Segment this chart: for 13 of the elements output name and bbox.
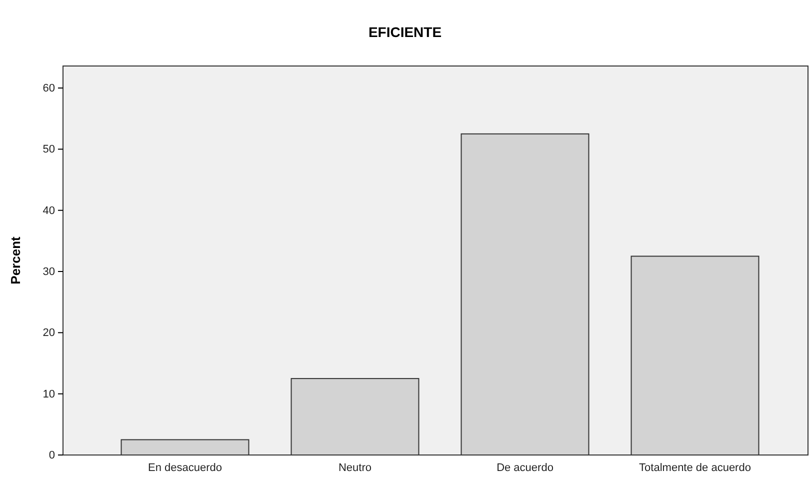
y-tick-label: 0 (48, 450, 55, 462)
y-tick-label: 30 (42, 266, 55, 278)
y-tick-label: 40 (42, 204, 55, 217)
x-tick-label: Totalmente de acuerdo (639, 462, 751, 474)
y-tick-label: 20 (42, 327, 55, 340)
x-tick-label: En desacuerdo (148, 462, 222, 474)
chart-title: EFICIENTE (368, 24, 442, 40)
y-tick-label: 60 (42, 82, 55, 95)
x-tick-label: Neutro (338, 462, 372, 474)
y-tick-label: 10 (42, 388, 55, 400)
x-tick-label: De acuerdo (496, 462, 554, 474)
y-tick-label: 50 (42, 144, 55, 156)
y-axis-title: Percent (8, 236, 23, 284)
